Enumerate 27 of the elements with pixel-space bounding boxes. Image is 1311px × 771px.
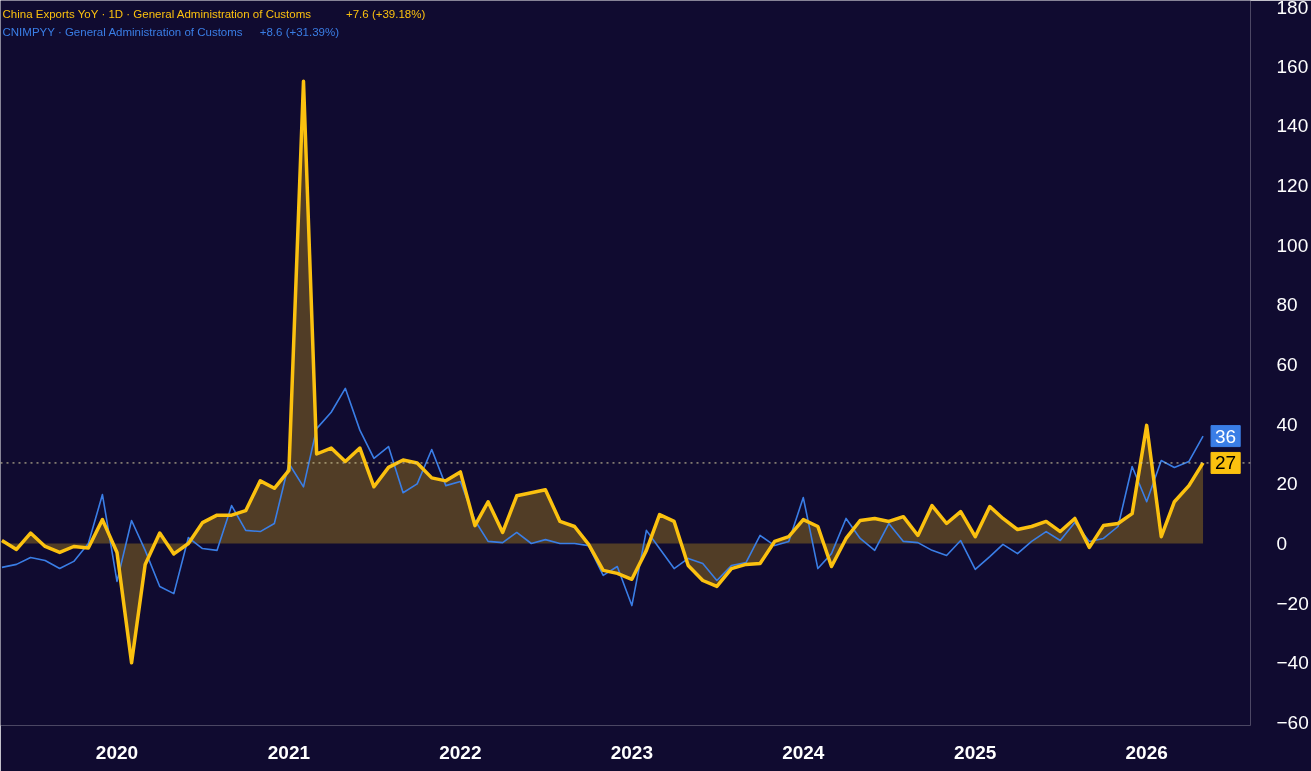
x-tick-label: 2022	[439, 741, 482, 763]
annotation: 36	[1215, 425, 1237, 447]
y-tick-label: 0	[1276, 533, 1288, 554]
x-tick-label: 2024	[782, 741, 825, 763]
x-tick-label: 2020	[95, 741, 139, 763]
x-tick-label: 2021	[267, 741, 311, 763]
y-tick-label: −20	[1276, 592, 1309, 614]
x-tick-label: 2023	[610, 741, 653, 763]
annotation: +8.6 (+31.39%)	[259, 25, 340, 38]
y-tick-label: 140	[1276, 115, 1309, 137]
text: CNIMPYY · General Administration of Customs	[2, 25, 243, 38]
y-tick-label: −60	[1276, 712, 1309, 734]
text: China Exports YoY · 1D · General Administration of Customs	[2, 7, 312, 20]
x-tick-label: 2026	[1125, 741, 1168, 763]
y-tick-label: 40	[1276, 413, 1298, 435]
annotation: 27	[1215, 452, 1237, 474]
annotation: +7.6 (+39.18%)	[346, 7, 426, 20]
line-series	[1, 387, 1204, 607]
y-tick-label: 160	[1276, 55, 1309, 77]
y-tick-label: 20	[1276, 473, 1298, 495]
x-tick-label: 2025	[954, 741, 997, 763]
y-tick-label: 180	[1276, 0, 1309, 18]
y-tick-label: 80	[1276, 294, 1298, 316]
y-tick-label: 100	[1276, 234, 1309, 256]
y-tick-label: −40	[1276, 652, 1309, 674]
y-tick-label: 120	[1276, 174, 1309, 196]
y-tick-label: 60	[1276, 353, 1298, 375]
